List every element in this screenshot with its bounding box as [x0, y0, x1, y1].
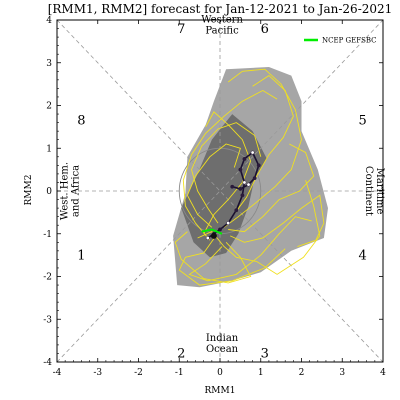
x-tick-label: -4	[53, 368, 62, 378]
member-track	[188, 216, 312, 282]
mean-point	[256, 163, 261, 168]
member-track	[230, 194, 325, 248]
region-label-line: Western	[201, 14, 243, 25]
start-point	[210, 232, 217, 239]
phase-label: 1	[77, 248, 85, 263]
member-track	[203, 111, 252, 235]
region-label-line: and Africa	[70, 165, 81, 217]
member-track	[223, 68, 302, 228]
region-label: Western Pacific	[201, 14, 243, 36]
y-tick-label: -4	[43, 358, 52, 368]
region-label-line: Ocean	[206, 344, 239, 355]
chart-labels: 1 2 3 4 5 6 7 8 Western Pacific Indian Ocean Maritim…	[59, 14, 385, 361]
y-tick-label: -2	[43, 273, 52, 283]
plot-frame: -4 -3 -2 -1 0 1 2 3 4 -4 -3 -2 -1 0 1 2 3 4	[43, 16, 386, 378]
phase-label: 6	[261, 22, 269, 37]
phase-label: 8	[77, 114, 85, 129]
inner-spread-area	[181, 114, 267, 258]
x-tick-label: -3	[93, 368, 102, 378]
x-tick-label: -2	[134, 368, 143, 378]
ncep-gefsbc-track	[201, 228, 223, 235]
mean-point	[242, 180, 247, 185]
mean-point	[238, 167, 243, 172]
x-tick-label: 1	[258, 368, 264, 378]
member-track	[197, 180, 321, 275]
region-label-line: Indian	[206, 333, 239, 344]
ensemble-mean	[201, 150, 261, 240]
region-label-line: West. Hem.	[59, 162, 70, 220]
diagonal-guide	[56, 19, 384, 363]
mean-point	[252, 176, 257, 181]
legend-label: NCEP GEFSBC	[322, 37, 377, 45]
member-track	[191, 122, 262, 224]
phase-label: 3	[261, 347, 269, 362]
x-tick-label: 3	[339, 368, 345, 378]
region-label: West. Hem.and Africa	[59, 162, 81, 220]
mean-point	[240, 193, 245, 198]
mean-point	[234, 208, 239, 213]
phase-label: 2	[177, 347, 185, 362]
phase-label: 4	[358, 248, 366, 263]
mean-point	[226, 221, 231, 226]
phase-label: 5	[358, 114, 366, 129]
legend: NCEP GEFSBC	[304, 37, 377, 45]
mean-point	[242, 156, 247, 161]
mean-point	[205, 236, 210, 240]
member-track	[228, 143, 315, 233]
x-tick-label: 2	[299, 368, 305, 378]
ensemble-member-tracks	[174, 68, 325, 286]
region-label: MaritimeContinent	[363, 166, 385, 216]
y-tick-label: -1	[43, 230, 52, 240]
mean-point	[238, 186, 243, 191]
diagonal-guide	[56, 19, 384, 363]
x-tick-label: 0	[217, 368, 223, 378]
member-track	[182, 89, 278, 241]
chart-title: [RMM1, RMM2] forecast for Jan-12-2021 to…	[48, 2, 393, 16]
region-label-line: Maritime	[374, 168, 385, 215]
y-axis-label: RMM2	[24, 175, 34, 206]
phase-guides	[56, 19, 384, 363]
region-label-line: Continent	[363, 166, 374, 216]
member-track	[231, 75, 294, 217]
mean-point	[218, 227, 222, 232]
phase-label: 7	[177, 22, 185, 37]
y-tick-label: 3	[46, 59, 52, 69]
y-tick-label: 2	[46, 102, 52, 112]
region-label: Indian Ocean	[206, 333, 239, 355]
y-tick-label: -3	[43, 315, 52, 325]
member-track	[186, 143, 241, 228]
x-tick-label: -1	[175, 368, 184, 378]
y-tick-label: 0	[46, 187, 52, 197]
mean-point	[250, 150, 255, 155]
y-tick-label: 1	[46, 144, 52, 154]
x-tick-label: 4	[380, 368, 386, 378]
x-axis-label: RMM1	[205, 386, 236, 396]
forecast-spread	[173, 67, 328, 288]
member-track	[178, 235, 286, 286]
mean-point	[230, 184, 235, 189]
region-label-line: Pacific	[205, 25, 239, 36]
member-track	[174, 231, 252, 284]
mean-point	[246, 182, 251, 187]
y-tick-label: 4	[46, 16, 52, 26]
